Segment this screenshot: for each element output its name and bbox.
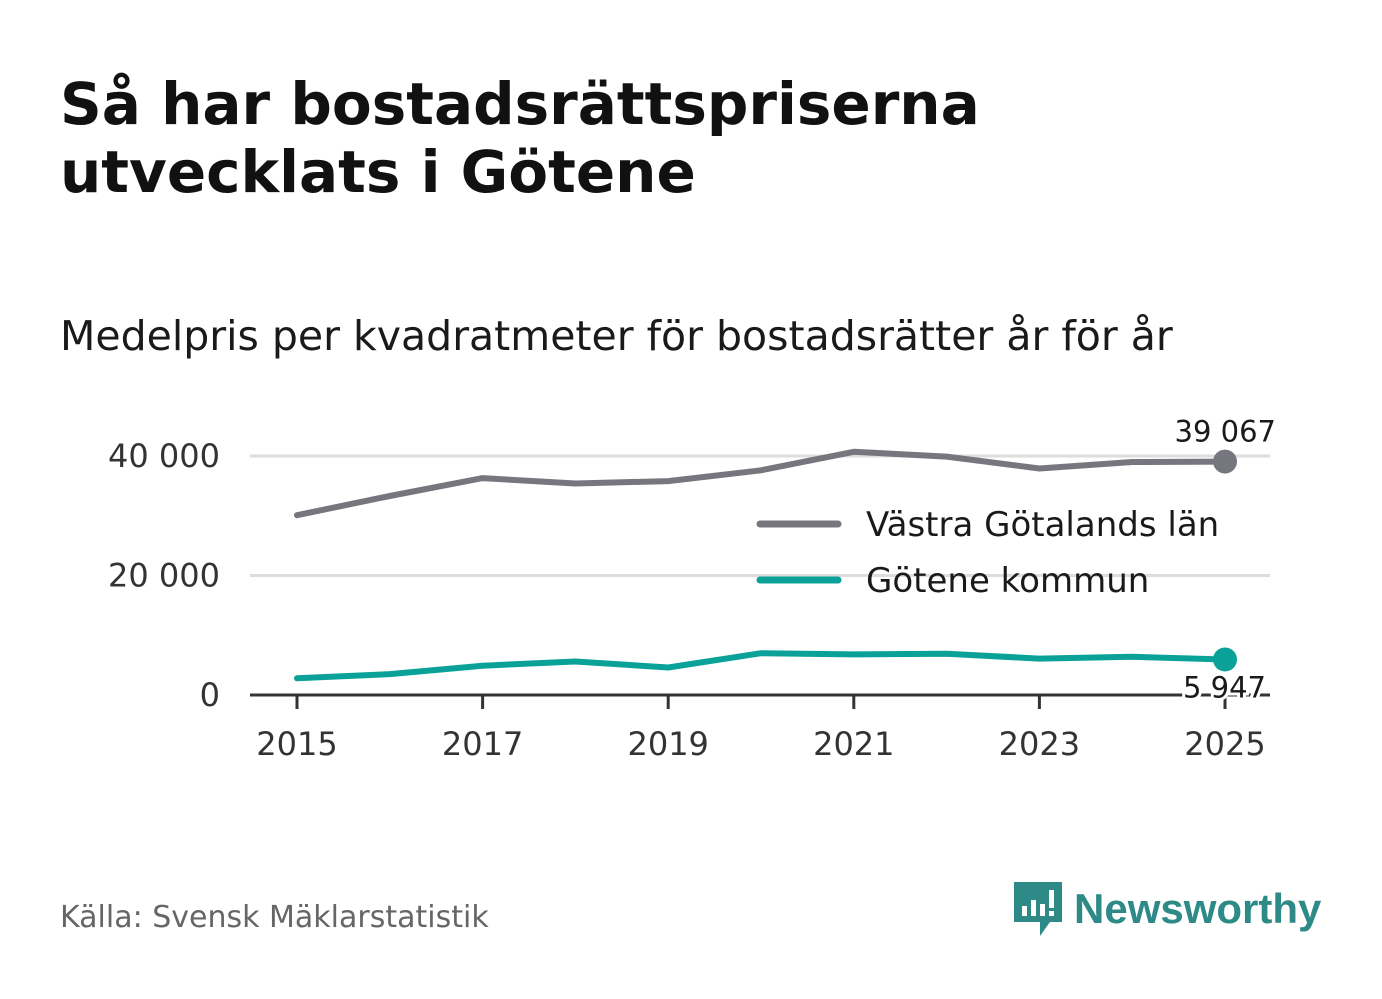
end-value-label: 5 947 [1183,670,1266,704]
legend: Västra Götalands län Götene kommun [756,505,1219,601]
legend-label: Götene kommun [866,561,1149,601]
y-tick-label: 0 [200,676,220,714]
y-tick-label: 40 000 [108,437,220,475]
end-value-label: 39 067 [1175,415,1276,449]
x-tick-label: 2025 [1184,725,1265,763]
newsworthy-logo-icon [1014,882,1062,936]
axes: 0 20 000 40 000 2015 2017 2019 2021 2023 2025 [108,437,1270,763]
newsworthy-logo: Newsworthy [1010,878,1321,940]
x-tick-label: 2017 [442,725,523,763]
x-tick-label: 2015 [256,725,337,763]
series-end-point-1 [1213,647,1237,672]
chart-title: Så har bostadsrättspriserna utvecklats i… [60,70,980,206]
series-lines [294,448,1237,682]
x-tick-label: 2019 [627,725,708,763]
gridlines [250,454,1270,577]
chart-subtitle: Medelpris per kvadratmeter för bostadsrä… [60,312,1173,360]
legend-label: Västra Götalands län [866,505,1219,545]
series-end-point-0 [1213,449,1237,474]
brand-name: Newsworthy [1074,885,1322,932]
data-labels: 39 067 5 947 [1175,415,1276,708]
x-tick-label: 2023 [999,725,1080,763]
source-note: Källa: Svensk Mäklarstatistik [60,900,489,935]
x-tick-label: 2021 [813,725,894,763]
series-line-0 [294,448,1228,519]
series-line-1 [294,650,1228,682]
y-tick-label: 20 000 [108,557,220,595]
